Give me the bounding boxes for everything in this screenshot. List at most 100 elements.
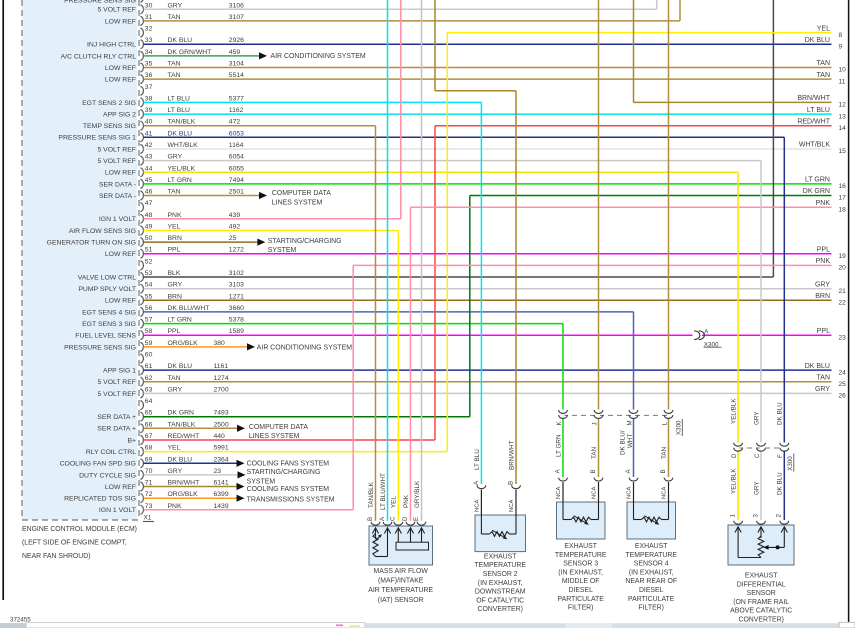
svg-text:439: 439 (229, 212, 241, 219)
svg-text:7494: 7494 (229, 177, 244, 184)
svg-text:BRN/WHT: BRN/WHT (508, 440, 515, 470)
svg-text:ENGINE CONTROL MODULE (ECM): ENGINE CONTROL MODULE (ECM) (22, 526, 137, 533)
svg-text:5 VOLT REF: 5 VOLT REF (97, 7, 136, 14)
svg-text:41: 41 (145, 130, 153, 137)
svg-text:A: A (379, 516, 386, 521)
svg-text:BLK: BLK (168, 270, 181, 277)
svg-text:3660: 3660 (229, 305, 244, 312)
svg-text:PPL: PPL (168, 328, 181, 335)
svg-text:LOW REF: LOW REF (105, 484, 136, 491)
svg-text:A/C CLUTCH RLY CTRL: A/C CLUTCH RLY CTRL (61, 53, 137, 60)
svg-text:X300: X300 (787, 456, 794, 471)
svg-text:23: 23 (214, 468, 222, 475)
svg-text:TAN/BLK: TAN/BLK (168, 119, 196, 126)
svg-text:TEMP SENS SIG: TEMP SENS SIG (83, 123, 136, 130)
svg-text:2501: 2501 (229, 189, 244, 196)
svg-text:DK GRN: DK GRN (803, 188, 830, 195)
svg-text:GRY: GRY (168, 154, 183, 161)
svg-text:GRY: GRY (168, 386, 183, 393)
svg-text:COMPUTER DATA: COMPUTER DATA (249, 424, 308, 431)
svg-text:PRESSURE SENS SIG: PRESSURE SENS SIG (64, 0, 136, 4)
svg-text:SER DATA +: SER DATA + (97, 414, 136, 421)
svg-text:GRY: GRY (753, 481, 760, 495)
svg-text:EXHAUST: EXHAUST (635, 543, 668, 550)
svg-text:YEL: YEL (168, 445, 181, 452)
svg-text:SENSOR 4: SENSOR 4 (634, 561, 669, 568)
svg-text:6141: 6141 (214, 480, 229, 487)
svg-text:3103: 3103 (229, 282, 244, 289)
svg-text:73: 73 (145, 503, 153, 510)
svg-text:TEMPERATURE: TEMPERATURE (474, 562, 526, 569)
svg-text:(MAF)/INTAKE: (MAF)/INTAKE (378, 578, 424, 585)
svg-text:(IN EXHAUST,: (IN EXHAUST, (478, 580, 523, 587)
svg-text:PRESSURE SENS SIG 1: PRESSURE SENS SIG 1 (58, 135, 136, 142)
svg-text:NCA: NCA (662, 486, 668, 499)
svg-text:TRANSMISSIONS SYSTEM: TRANSMISSIONS SYSTEM (247, 497, 335, 504)
svg-text:35: 35 (145, 61, 153, 68)
svg-text:63: 63 (145, 386, 153, 393)
svg-text:58: 58 (145, 328, 153, 335)
svg-text:PNK: PNK (168, 503, 182, 510)
svg-text:440: 440 (214, 433, 226, 440)
svg-text:31: 31 (145, 14, 153, 21)
svg-text:40: 40 (145, 119, 153, 126)
svg-text:1274: 1274 (214, 375, 229, 382)
svg-text:1: 1 (730, 514, 737, 518)
svg-text:TAN/BLK: TAN/BLK (368, 481, 375, 508)
svg-text:5377: 5377 (229, 95, 244, 102)
svg-text:2364: 2364 (214, 456, 229, 463)
svg-text:SER DATA +: SER DATA + (97, 426, 136, 433)
svg-text:23: 23 (839, 334, 847, 341)
svg-text:EXHAUST: EXHAUST (564, 543, 597, 550)
svg-text:7493: 7493 (214, 410, 229, 417)
svg-text:A: A (473, 480, 480, 485)
svg-text:BRN: BRN (168, 293, 182, 300)
svg-text:ORG/BLK: ORG/BLK (168, 491, 199, 498)
svg-text:11: 11 (839, 78, 846, 85)
svg-text:44: 44 (145, 165, 153, 172)
svg-text:32: 32 (145, 26, 153, 33)
svg-text:SENSOR: SENSOR (747, 590, 776, 597)
svg-text:TAN: TAN (817, 60, 830, 67)
svg-text:DIESEL: DIESEL (568, 587, 593, 594)
svg-text:DK BLU: DK BLU (168, 456, 193, 463)
svg-text:DUTY CYCLE SIG: DUTY CYCLE SIG (79, 472, 136, 479)
svg-text:3106: 3106 (229, 2, 244, 9)
svg-text:LT BLU: LT BLU (474, 449, 481, 470)
svg-text:LOW REF: LOW REF (105, 251, 136, 258)
svg-text:21: 21 (839, 288, 847, 295)
svg-text:LT BLU/WHT: LT BLU/WHT (380, 473, 387, 510)
svg-text:20: 20 (839, 265, 847, 272)
svg-text:B: B (367, 517, 374, 521)
svg-text:69: 69 (145, 456, 153, 463)
svg-text:TEMPERATURE: TEMPERATURE (625, 552, 677, 559)
svg-text:WHT: WHT (627, 434, 634, 448)
svg-text:LT BLU: LT BLU (807, 107, 830, 114)
svg-text:16: 16 (839, 183, 847, 190)
svg-text:5 VOLT REF: 5 VOLT REF (97, 146, 136, 153)
svg-text:PPL: PPL (168, 247, 181, 254)
svg-text:LOW REF: LOW REF (105, 65, 136, 72)
svg-text:6399: 6399 (214, 491, 229, 498)
svg-text:ORG/BLK: ORG/BLK (168, 340, 199, 347)
svg-text:8: 8 (839, 32, 843, 39)
svg-text:LT GRN: LT GRN (168, 177, 192, 184)
svg-text:49: 49 (145, 224, 153, 231)
svg-text:51: 51 (145, 247, 153, 254)
svg-text:1589: 1589 (229, 328, 244, 335)
svg-text:TAN: TAN (817, 72, 830, 79)
svg-text:39: 39 (145, 107, 153, 114)
svg-text:J: J (591, 422, 598, 425)
svg-text:10: 10 (839, 67, 847, 74)
svg-text:71: 71 (145, 480, 153, 487)
svg-text:FUEL LEVEL SENS: FUEL LEVEL SENS (75, 333, 136, 340)
svg-text:25: 25 (229, 235, 237, 242)
svg-text:NEAR FAN SHROUD): NEAR FAN SHROUD) (22, 553, 91, 560)
svg-text:65: 65 (145, 410, 153, 417)
svg-text:25: 25 (839, 381, 847, 388)
svg-text:6054: 6054 (229, 154, 244, 161)
svg-text:EGT SENS 3 SIG: EGT SENS 3 SIG (82, 321, 136, 328)
svg-text:LINES SYSTEM: LINES SYSTEM (272, 200, 323, 207)
svg-text:53: 53 (145, 270, 153, 277)
svg-text:A: A (704, 329, 709, 336)
